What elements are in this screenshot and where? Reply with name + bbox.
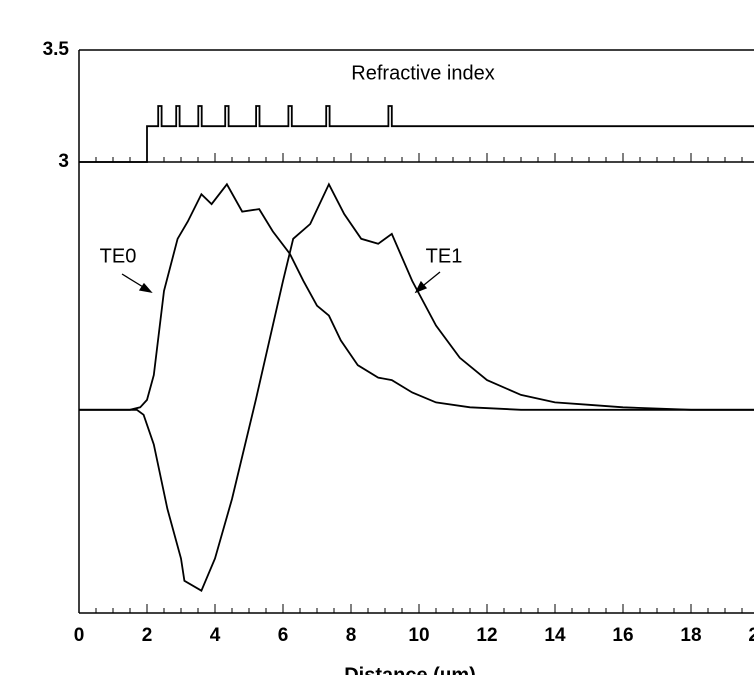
x-tick-label: 12 [476, 625, 497, 646]
x-tick-label: 16 [612, 625, 633, 646]
series-label: TE1 [426, 245, 463, 267]
x-tick-label: 10 [408, 625, 429, 646]
x-tick-label: 2 [142, 625, 153, 646]
x-tick-label: 8 [346, 625, 357, 646]
x-axis-label: Distance (µm) [344, 664, 476, 675]
series-label: TE0 [100, 245, 137, 267]
x-tick-label: 0 [74, 625, 85, 646]
x-tick-label: 18 [680, 625, 701, 646]
y-tick-label: 3 [58, 151, 69, 172]
series-line [79, 182, 754, 592]
y-tick-label: 3.5 [43, 39, 70, 60]
x-tick-label: 4 [210, 625, 221, 646]
x-tick-label: 6 [278, 625, 289, 646]
x-tick-label: 20 [748, 625, 754, 646]
panel-title: Refractive index [351, 62, 494, 84]
series-line [79, 105, 754, 163]
arrow [121, 271, 441, 294]
series-line [79, 182, 754, 411]
x-tick-label: 14 [544, 625, 566, 646]
